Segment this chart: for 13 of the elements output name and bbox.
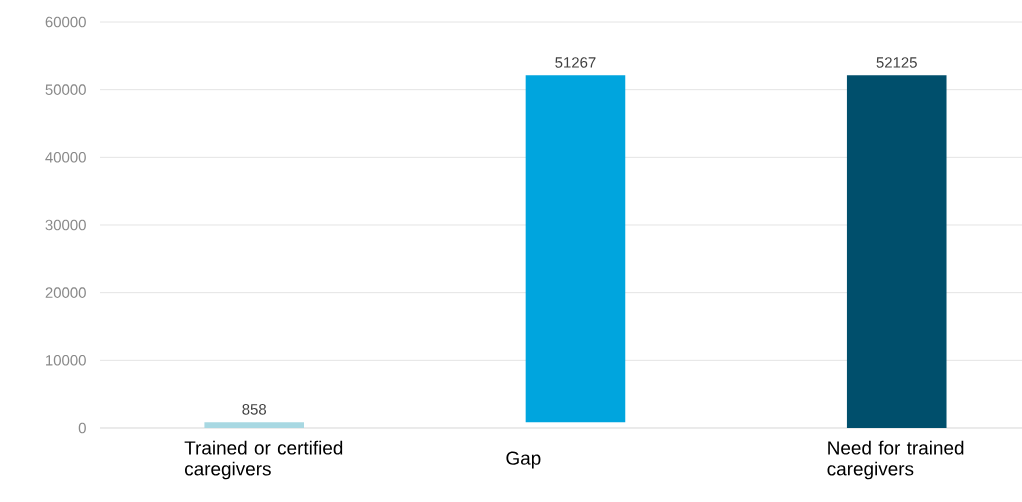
y-tick-label: 10000 [46,355,86,366]
y-tick-label: 40000 [45,152,86,163]
y-tick-label: 20000 [45,287,86,298]
x-tick-label: Trained or certified caregivers [184,440,343,480]
y-tick-label: 30000 [45,219,86,231]
data-label: 52125 [876,57,917,68]
data-label: 858 [242,404,267,415]
y-tick-label: 0 [78,422,86,434]
x-tick-label: Gap [506,451,541,469]
y-tick-label: 50000 [45,84,86,95]
data-label: 51267 [555,57,596,68]
x-tick-label: Need for trained caregivers [827,440,964,480]
y-tick-label: 60000 [45,16,86,28]
